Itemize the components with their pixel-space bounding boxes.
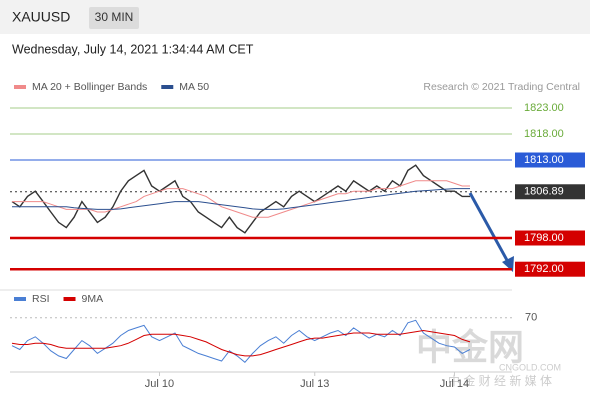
timeframe[interactable]: 30 MIN (95, 10, 134, 24)
level-box (515, 261, 585, 277)
y-tick-label: 70 (525, 312, 537, 324)
legend-label: MA 20 + Bollinger Bands (32, 81, 147, 93)
legend-label: MA 50 (179, 81, 209, 93)
legend-swatch (14, 297, 26, 301)
level-label: 1806.89 (524, 186, 564, 198)
level-box (515, 184, 585, 200)
x-tick-label: Jul 10 (145, 378, 174, 390)
x-tick-label: Jul 13 (300, 378, 329, 390)
header-bar (0, 0, 590, 34)
level-box (515, 152, 585, 168)
series-line (11, 319, 471, 363)
series-line (12, 188, 470, 210)
source: Research © 2021 Trading Central (423, 81, 580, 93)
timeframe-button[interactable] (89, 7, 139, 29)
x-tick-label: Jul 14 (440, 378, 469, 390)
level-label: 1823.00 (524, 102, 564, 114)
legend-swatch (161, 85, 174, 89)
watermark-name: 中金网 (416, 327, 524, 368)
symbol: XAUUSD (12, 9, 70, 25)
watermark-site: CNGOLD.COM (499, 362, 561, 372)
legend-swatch (63, 297, 76, 301)
level-label: 1798.00 (524, 232, 564, 244)
series-line (11, 329, 471, 357)
legend-label: RSI (32, 293, 50, 305)
watermark-slogan: 中 金 财 经 新 媒 体 (448, 373, 552, 388)
series-line (11, 164, 470, 234)
level-label: 1818.00 (524, 128, 564, 140)
legend-label: 9MA (82, 293, 104, 305)
datetime: Wednesday, July 14, 2021 1:34:44 AM CET (12, 42, 254, 56)
legend-swatch (14, 85, 26, 89)
level-box (515, 230, 585, 246)
level-label: 1792.00 (524, 263, 564, 275)
forecast-arrow (468, 192, 510, 263)
level-label: 1813.00 (524, 154, 564, 166)
series-line (12, 180, 470, 218)
